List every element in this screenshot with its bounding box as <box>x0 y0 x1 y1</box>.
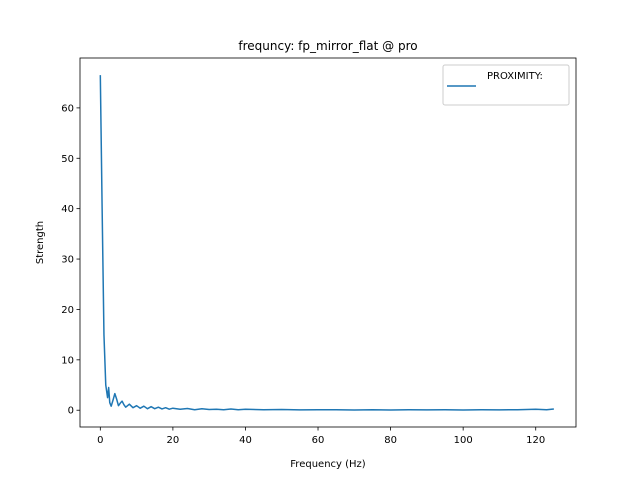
x-axis-label: Frequency (Hz) <box>290 459 366 470</box>
x-tick-label: 60 <box>312 435 325 446</box>
x-tick-label: 120 <box>526 435 545 446</box>
legend-label: PROXIMITY: <box>487 71 543 82</box>
series-line-0 <box>99 75 554 411</box>
x-tick-label: 100 <box>454 435 473 446</box>
y-tick-label: 0 <box>68 406 74 417</box>
x-tick-label: 20 <box>167 435 180 446</box>
x-tick-label: 0 <box>97 435 103 446</box>
y-axis-ticks: 0 10 20 30 40 50 60 <box>61 103 80 417</box>
plot-area <box>80 58 576 427</box>
y-tick-label: 10 <box>61 355 74 366</box>
y-tick-label: 40 <box>61 204 74 215</box>
y-tick-label: 20 <box>61 305 74 316</box>
x-tick-label: 40 <box>239 435 252 446</box>
plot-frame <box>79 57 577 428</box>
y-axis-label: Strength <box>35 221 46 264</box>
chart-title: frequncy: fp_mirror_flat @ pro <box>238 39 417 53</box>
y-tick-label: 50 <box>61 154 74 165</box>
y-tick-label: 60 <box>61 103 74 114</box>
x-tick-label: 80 <box>384 435 397 446</box>
legend-box <box>442 64 570 106</box>
y-tick-label: 30 <box>61 255 74 266</box>
legend: PROXIMITY: <box>442 64 570 106</box>
series-layer <box>99 75 554 411</box>
x-axis-ticks: 0 20 40 60 80 100 120 <box>97 427 545 446</box>
